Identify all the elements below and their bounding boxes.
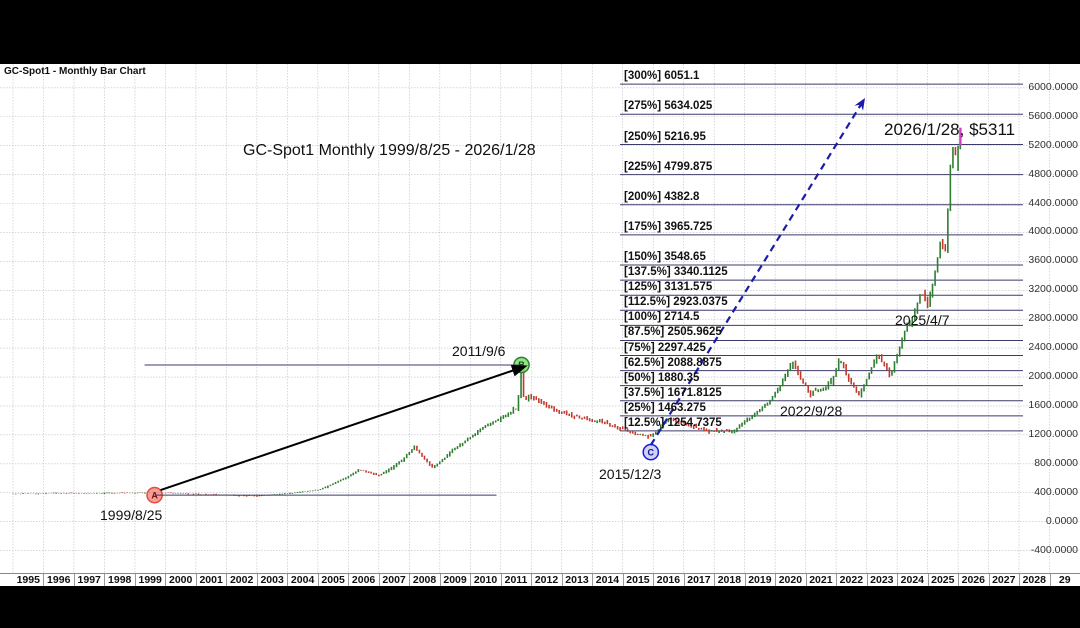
- svg-text:C: C: [648, 447, 655, 457]
